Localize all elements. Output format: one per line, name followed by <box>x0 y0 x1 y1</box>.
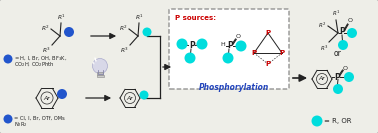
Circle shape <box>177 38 187 49</box>
Text: O: O <box>342 65 347 70</box>
Text: CO$_2$H, CO$_2$Phth: CO$_2$H, CO$_2$Phth <box>14 61 54 69</box>
Text: P: P <box>189 41 195 51</box>
Text: O: O <box>235 34 240 38</box>
Text: O: O <box>347 18 353 24</box>
Text: = R, OR: = R, OR <box>324 118 352 124</box>
Text: P: P <box>251 50 257 56</box>
Text: = H, I, Br, OH, BF$_3$K,: = H, I, Br, OH, BF$_3$K, <box>14 54 67 63</box>
Circle shape <box>57 89 67 99</box>
Text: P: P <box>265 30 271 36</box>
Text: Ar: Ar <box>127 95 133 101</box>
Text: $R^2$: $R^2$ <box>41 23 50 33</box>
Text: $R^2$: $R^2$ <box>119 23 128 33</box>
Circle shape <box>223 53 234 63</box>
FancyBboxPatch shape <box>97 72 103 75</box>
Text: Ar: Ar <box>43 95 50 101</box>
Circle shape <box>344 72 354 82</box>
Circle shape <box>93 59 107 74</box>
Circle shape <box>139 90 149 99</box>
Text: Phosphorylation: Phosphorylation <box>199 83 269 92</box>
Circle shape <box>3 55 12 63</box>
Circle shape <box>3 115 12 124</box>
Text: P: P <box>227 41 233 51</box>
Circle shape <box>143 28 152 36</box>
Circle shape <box>311 115 322 126</box>
Text: P: P <box>339 28 345 36</box>
Circle shape <box>64 27 74 37</box>
Text: = Cl, I, Br, OTf, OMs: = Cl, I, Br, OTf, OMs <box>14 116 65 121</box>
Circle shape <box>184 53 195 63</box>
FancyBboxPatch shape <box>96 74 104 77</box>
Text: P: P <box>265 61 271 67</box>
Text: $R^1$: $R^1$ <box>57 13 65 22</box>
Text: $R^3$: $R^3$ <box>42 46 51 55</box>
Text: or: or <box>334 49 342 59</box>
Text: Ar: Ar <box>319 76 325 82</box>
Text: $R^3$: $R^3$ <box>120 46 129 55</box>
Text: P: P <box>279 50 285 56</box>
Text: H: H <box>221 43 225 47</box>
Text: P sources:: P sources: <box>175 15 216 21</box>
Text: P: P <box>334 72 340 82</box>
Text: $R^3$: $R^3$ <box>320 44 328 53</box>
Text: $R^1$: $R^1$ <box>332 9 340 18</box>
FancyBboxPatch shape <box>169 9 289 89</box>
Text: N$_2$R$_2$: N$_2$R$_2$ <box>14 120 28 129</box>
Circle shape <box>347 28 357 38</box>
Circle shape <box>197 38 208 49</box>
Circle shape <box>333 84 343 94</box>
Text: $R^1$: $R^1$ <box>135 13 143 22</box>
Text: $R^2$: $R^2$ <box>318 20 326 30</box>
Circle shape <box>338 40 348 50</box>
Circle shape <box>235 41 246 51</box>
